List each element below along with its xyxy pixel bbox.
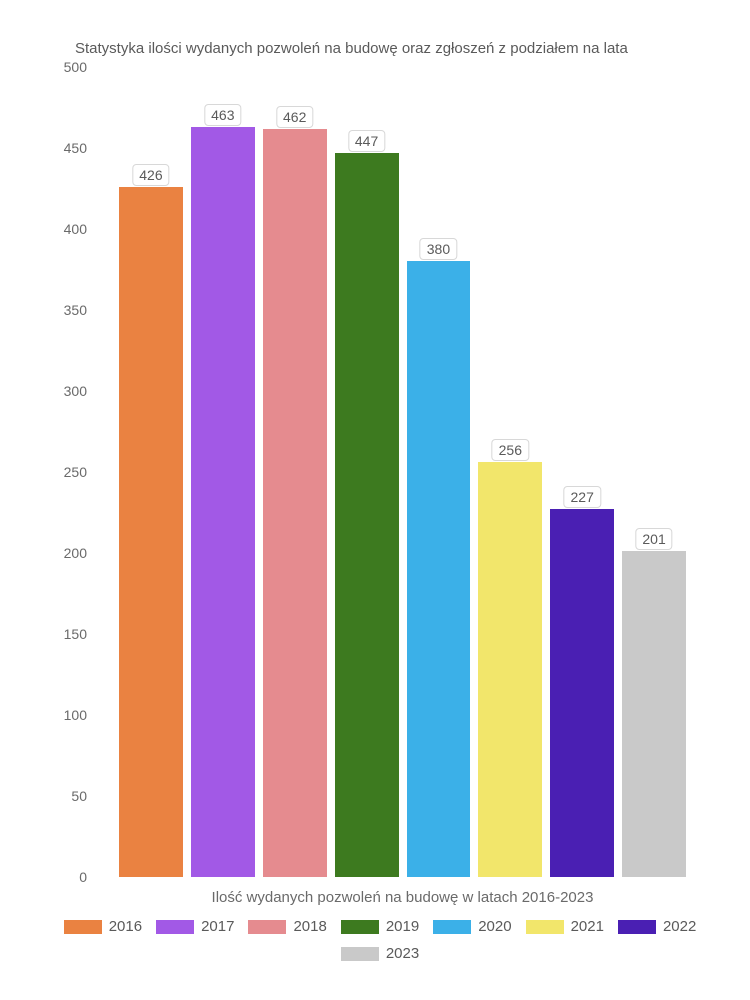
legend-swatch [156,920,194,934]
bar-2017: 463 [191,67,255,877]
y-tick: 150 [64,626,87,642]
legend-label: 2022 [663,918,696,935]
x-axis-label: Ilość wydanych pozwoleń na budowę w lata… [95,889,710,906]
legend-swatch [433,920,471,934]
legend-label: 2017 [201,918,234,935]
bar-rect: 463 [191,127,255,877]
bar-2022: 227 [550,67,614,877]
bar-value-label: 380 [420,238,457,260]
legend-swatch [341,920,379,934]
legend-item-2019: 2019 [341,918,419,935]
legend: 2016 2017 2018 2019 2020 2021 2022 2023 [50,918,710,962]
bar-2018: 462 [263,67,327,877]
legend-label: 2023 [386,945,419,962]
bars-group: 426463462447380256227201 [95,67,710,877]
bar-rect: 380 [407,261,471,877]
bar-rect: 462 [263,129,327,877]
legend-label: 2019 [386,918,419,935]
legend-label: 2021 [571,918,604,935]
bar-value-label: 201 [635,528,672,550]
legend-item-2020: 2020 [433,918,511,935]
y-tick: 400 [64,221,87,237]
bar-value-label: 463 [204,104,241,126]
legend-swatch [618,920,656,934]
y-tick: 50 [71,788,87,804]
bar-value-label: 447 [348,130,385,152]
legend-item-2018: 2018 [248,918,326,935]
legend-item-2016: 2016 [64,918,142,935]
chart-container: Statystyka ilości wydanych pozwoleń na b… [0,0,750,1000]
y-tick: 500 [64,59,87,75]
bar-2019: 447 [335,67,399,877]
bar-rect: 227 [550,509,614,877]
y-tick: 100 [64,707,87,723]
bar-rect: 256 [478,462,542,877]
bar-2021: 256 [478,67,542,877]
legend-swatch [341,947,379,961]
chart-title: Statystyka ilości wydanych pozwoleń na b… [75,40,730,57]
bar-value-label: 462 [276,106,313,128]
legend-swatch [248,920,286,934]
bar-value-label: 227 [564,486,601,508]
legend-item-2021: 2021 [526,918,604,935]
y-tick: 350 [64,302,87,318]
plot-area: 050100150200250300350400450500 426463462… [95,67,710,877]
legend-item-2017: 2017 [156,918,234,935]
legend-swatch [526,920,564,934]
bar-value-label: 426 [132,164,169,186]
bar-rect: 447 [335,153,399,877]
bar-2016: 426 [119,67,183,877]
y-tick: 250 [64,464,87,480]
legend-label: 2018 [293,918,326,935]
bar-2020: 380 [407,67,471,877]
y-tick: 200 [64,545,87,561]
bar-rect: 426 [119,187,183,877]
legend-item-2022: 2022 [618,918,696,935]
y-tick: 300 [64,383,87,399]
legend-label: 2020 [478,918,511,935]
legend-label: 2016 [109,918,142,935]
bar-rect: 201 [622,551,686,877]
legend-item-2023: 2023 [341,945,419,962]
y-axis: 050100150200250300350400450500 [45,67,95,877]
legend-swatch [64,920,102,934]
bar-value-label: 256 [492,439,529,461]
bar-2023: 201 [622,67,686,877]
y-tick: 450 [64,140,87,156]
y-tick: 0 [79,869,87,885]
